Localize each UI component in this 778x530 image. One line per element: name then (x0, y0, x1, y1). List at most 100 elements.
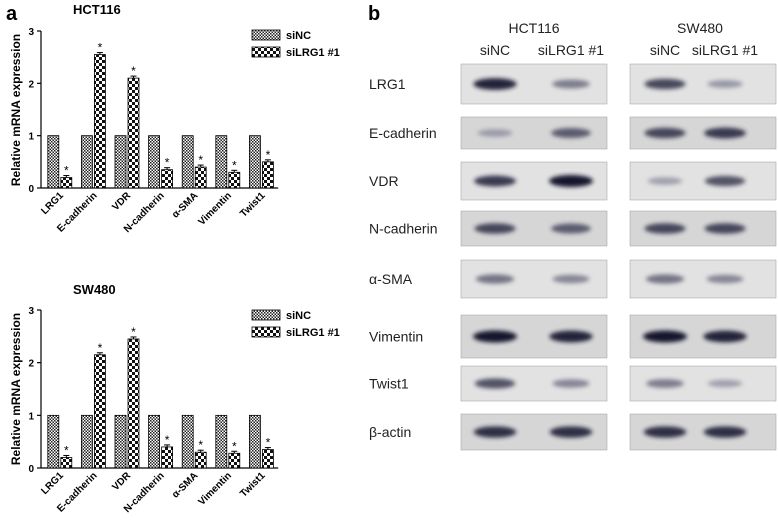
bar-silrg1 (60, 457, 73, 469)
significance-marker: * (232, 439, 237, 453)
blot-band (644, 223, 686, 234)
blot-cell-line-label: SW480 (677, 20, 723, 36)
blot-band (706, 274, 744, 284)
bar-silrg1 (261, 161, 274, 189)
y-tick-label: 1 (28, 132, 34, 143)
blot-protein-label: E-cadherin (369, 125, 437, 141)
y-tick-label: 1 (28, 411, 34, 422)
blot-band (703, 426, 747, 438)
bar-sinc (248, 414, 261, 469)
x-tick-label: Vimentin (196, 470, 234, 508)
significance-marker: * (165, 433, 170, 447)
bar-silrg1 (228, 452, 241, 469)
bar-sinc (148, 414, 161, 469)
y-axis-label: Relative mRNA expression (9, 313, 23, 465)
blot-protein-label: VDR (369, 173, 399, 189)
bar-silrg1 (228, 171, 241, 189)
panel-label-a: a (6, 3, 18, 25)
blot-protein-label: N-cadherin (369, 221, 437, 237)
bar-sinc (148, 135, 161, 189)
blot-band (643, 426, 687, 438)
blot-band (551, 128, 591, 138)
blot-band (704, 223, 746, 234)
x-tick-label: VDR (110, 470, 133, 493)
blot-band (704, 175, 746, 187)
bar-silrg1 (127, 338, 140, 469)
bar-sinc (215, 135, 228, 189)
blot-protein-label: α-SMA (369, 271, 413, 287)
x-tick-label: α-SMA (170, 470, 200, 500)
blot-band (643, 330, 687, 343)
y-tick-label: 3 (28, 306, 34, 317)
panel-label-b: b (368, 3, 380, 25)
blot-band (707, 80, 743, 88)
y-axis-label: Relative mRNA expression (9, 34, 23, 186)
blot-band (707, 379, 743, 388)
chart-title: SW480 (73, 282, 116, 297)
legend-label: siNC (286, 30, 311, 42)
x-tick-label: Twist1 (238, 470, 268, 500)
blot-band (552, 379, 590, 388)
significance-marker: * (198, 438, 203, 452)
western-blot-panel: HCT116 siNC siLRG1 #1 SW480 siNC siLRG1 #1 LRG… (369, 20, 777, 451)
bar-silrg1 (60, 177, 73, 189)
legend-label: siLRG1 #1 (286, 327, 340, 339)
legend-swatch (251, 46, 281, 58)
significance-marker: * (131, 64, 136, 78)
blot-band (644, 78, 686, 90)
blot-band (549, 330, 593, 343)
significance-marker: * (98, 341, 103, 355)
bar-silrg1 (261, 449, 274, 469)
significance-marker: * (232, 158, 237, 172)
blot-band (473, 78, 517, 90)
y-tick-label: 2 (28, 79, 34, 90)
bar-silrg1 (127, 77, 140, 189)
legend-swatch (251, 29, 281, 41)
significance-marker: * (64, 164, 69, 178)
bar-silrg1 (94, 354, 106, 469)
blot-band (704, 127, 746, 139)
chart-title: HCT116 (73, 2, 121, 17)
blot-lane-label: siNC (480, 42, 510, 58)
blot-band (473, 426, 517, 438)
blot-band (474, 175, 516, 187)
blot-band (551, 223, 591, 234)
blot-lane-label: siLRG1 #1 (692, 42, 758, 58)
blot-protein-label: LRG1 (369, 76, 406, 92)
y-tick-label: 2 (28, 359, 34, 370)
bar-sinc (215, 414, 228, 469)
x-tick-label: LRG1 (39, 470, 66, 497)
y-tick-label: 0 (28, 184, 34, 195)
significance-marker: * (198, 153, 203, 167)
bar-silrg1 (94, 54, 106, 189)
significance-marker: * (64, 443, 69, 457)
significance-marker: * (266, 148, 271, 162)
x-tick-label: VDR (110, 190, 133, 213)
bar-silrg1 (194, 166, 207, 189)
blot-band (475, 274, 515, 284)
blot-band (644, 127, 686, 139)
blot-protein-label: β-actin (369, 424, 411, 440)
blot-band (647, 177, 683, 185)
x-tick-label: α-SMA (170, 190, 200, 220)
blot-band (552, 79, 590, 89)
x-tick-label: Twist1 (238, 190, 268, 220)
x-tick-label: Vimentin (196, 190, 234, 228)
blot-cell-line-label: HCT116 (508, 20, 559, 36)
blot-band (473, 330, 517, 343)
bar-silrg1 (161, 446, 174, 469)
blot-lane-label: siNC (650, 42, 680, 58)
x-tick-label: LRG1 (39, 190, 66, 217)
bar-silrg1 (194, 451, 207, 469)
significance-marker: * (165, 156, 170, 170)
bar-sinc (114, 135, 127, 189)
blot-band (474, 223, 516, 234)
significance-marker: * (266, 436, 271, 450)
bar-sinc (181, 135, 194, 189)
legend-label: siNC (286, 310, 311, 322)
y-tick-label: 3 (28, 27, 34, 38)
bar-sinc (47, 414, 60, 469)
blot-band (703, 330, 747, 343)
